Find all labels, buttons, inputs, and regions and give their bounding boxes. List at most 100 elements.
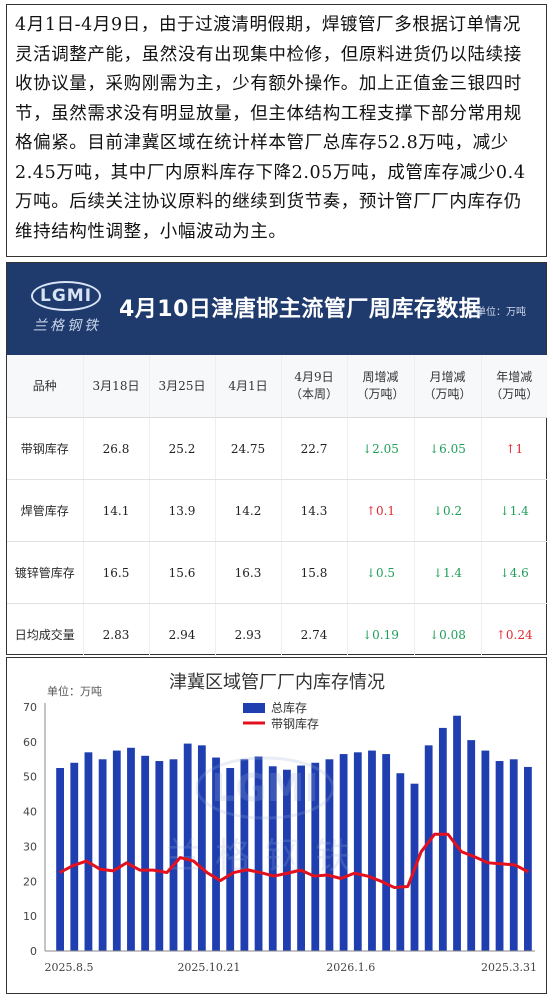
watermark-logo: LGMI [211,766,318,810]
watermark: LGMI 兰格钢铁 [165,756,365,877]
cell-value: 26.8 [82,417,149,480]
inventory-chart: 津冀区域管厂厂内库存情况 单位：万吨 0 10 20 30 40 50 60 70 LGMI … [23,672,537,974]
cell-value: 22.7 [280,417,347,480]
bar-total-inventory [183,743,192,951]
row-name: 带钢库存 [7,417,83,480]
bar-total-inventory [283,769,291,951]
header-variety: 品种 [7,355,83,418]
bar-total-inventory [297,765,305,951]
news-paragraph: 4月1日-4月9日，由于过渡清明假期，焊镀管厂多根据订单情况灵活调整产能，虽然没… [15,15,526,242]
header-mar25: 3月25日 [148,355,215,418]
bar-total-inventory [240,759,249,951]
header-monthly-change: 月增减 （万吨） [413,355,481,418]
y-tick-label: 50 [23,771,37,784]
cell-change: ↑0.24 [480,603,547,666]
cell-value: 16.5 [82,541,149,604]
x-tick-label: 2025.10.21 [177,961,240,974]
cell-value: 2.94 [148,603,215,666]
bar-series [56,715,532,951]
row-name: 日均成交量 [7,603,83,666]
y-tick-label: 60 [23,736,37,749]
bar-total-inventory [56,768,64,951]
cell-value: 14.2 [214,479,281,542]
table-row: 焊管库存 14.1 13.9 14.2 14.3 ↑0.1 ↓0.2 ↓1.4 [7,479,547,542]
logo-subtext: 兰格钢铁 [33,318,101,334]
bar-total-inventory [127,747,135,951]
cell-change: ↑0.1 [346,479,414,542]
bar-total-inventory [311,762,320,951]
cell-change: ↓4.6 [480,541,547,604]
bar-total-inventory [467,740,476,951]
bar-total-inventory [254,756,263,951]
bar-total-inventory [84,752,93,951]
bar-total-inventory [325,759,334,951]
bar-total-inventory [424,745,433,951]
bar-total-inventory [226,768,235,951]
cell-change: ↓2.05 [346,417,414,480]
cell-value: 15.8 [280,541,347,604]
header-mar18: 3月18日 [82,355,149,418]
legend-label-strip: 带钢库存 [271,716,319,731]
bar-total-inventory [197,745,206,951]
header-apr9: 4月9日 （本周） [280,355,347,418]
cell-value: 2.93 [214,603,281,666]
lgmi-logo: LGMI 兰格钢铁 [27,281,107,339]
header-apr1: 4月1日 [214,355,281,418]
y-tick-label: 40 [23,806,37,819]
line-strip-inventory [58,832,530,890]
bar-total-inventory [212,757,220,951]
watermark-subtext: 兰格钢铁 [165,836,365,877]
header-yearly-change: 年增减 （万吨） [480,355,547,418]
cell-change: ↓1.4 [413,541,481,604]
cell-value: 13.9 [148,479,215,542]
bar-total-inventory [141,755,150,951]
x-axis: 2025.8.5 2025.10.21 2026.1.6 2025.3.31 [45,950,537,974]
cell-value: 15.6 [148,541,215,604]
y-axis: 0 10 20 30 40 50 60 70 [23,701,46,958]
x-tick-label: 2026.1.6 [326,961,375,974]
row-name: 焊管库存 [7,479,83,542]
cell-change: ↓0.08 [413,603,481,666]
table-row: 日均成交量 2.83 2.94 2.93 2.74 ↓0.19 ↓0.08 ↑0… [7,603,547,666]
cell-value: 14.1 [82,479,149,542]
inventory-chart-section: 津冀区域管厂厂内库存情况 单位：万吨 0 10 20 30 40 50 60 70 LGMI … [6,657,547,994]
bar-total-inventory [155,761,164,951]
table-header-row: 品种 3月18日 3月25日 4月1日 4月9日 （本周） 周增减 （万吨） 月增减… [7,355,547,418]
bar-total-inventory [524,766,532,951]
inventory-table-section: LGMI 兰格钢铁 4月10日津唐邯主流管厂周库存数据 单位：万吨 品种 3月1… [6,262,547,666]
cell-value: 16.3 [214,541,281,604]
cell-change: ↑1 [480,417,547,480]
y-tick-label: 20 [23,875,37,888]
cell-value: 2.74 [280,603,347,666]
bar-total-inventory [353,752,362,951]
bar-total-inventory [495,761,504,951]
bar-total-inventory [396,773,405,951]
cell-value: 25.2 [148,417,215,480]
chart-unit-label: 单位：万吨 [47,684,102,698]
table-title: 4月10日津唐邯主流管厂周库存数据 [119,297,482,322]
bar-total-inventory [368,750,376,951]
y-tick-label: 70 [23,701,37,714]
y-tick-label: 10 [23,910,37,923]
logo-mark: LGMI [31,281,101,311]
y-tick-label: 0 [30,945,37,958]
cell-change: ↓6.05 [413,417,481,480]
table-row: 带钢库存 26.8 25.2 24.75 22.7 ↓2.05 ↓6.05 ↑1 [7,417,547,480]
bar-total-inventory [169,759,178,951]
bar-total-inventory [70,762,79,951]
x-tick-label: 2025.8.5 [45,961,94,974]
x-tick-label: 2025.3.31 [481,961,537,974]
cell-change: ↓0.2 [413,479,481,542]
bar-total-inventory [438,727,447,951]
bar-total-inventory [339,754,348,951]
news-paragraph-box: 4月1日-4月9日，由于过渡清明假期，焊镀管厂多根据订单情况灵活调整产能，虽然没… [6,4,547,257]
cell-change: ↓0.5 [346,541,414,604]
cell-change: ↓0.19 [346,603,414,666]
cell-change: ↓1.4 [480,479,547,542]
chart-title: 津冀区域管厂厂内库存情况 [169,672,385,693]
header-weekly-change: 周增减 （万吨） [346,355,414,418]
legend-swatch-total [243,703,265,713]
bar-total-inventory [98,759,107,951]
bar-total-inventory [509,759,518,951]
cell-value: 14.3 [280,479,347,542]
